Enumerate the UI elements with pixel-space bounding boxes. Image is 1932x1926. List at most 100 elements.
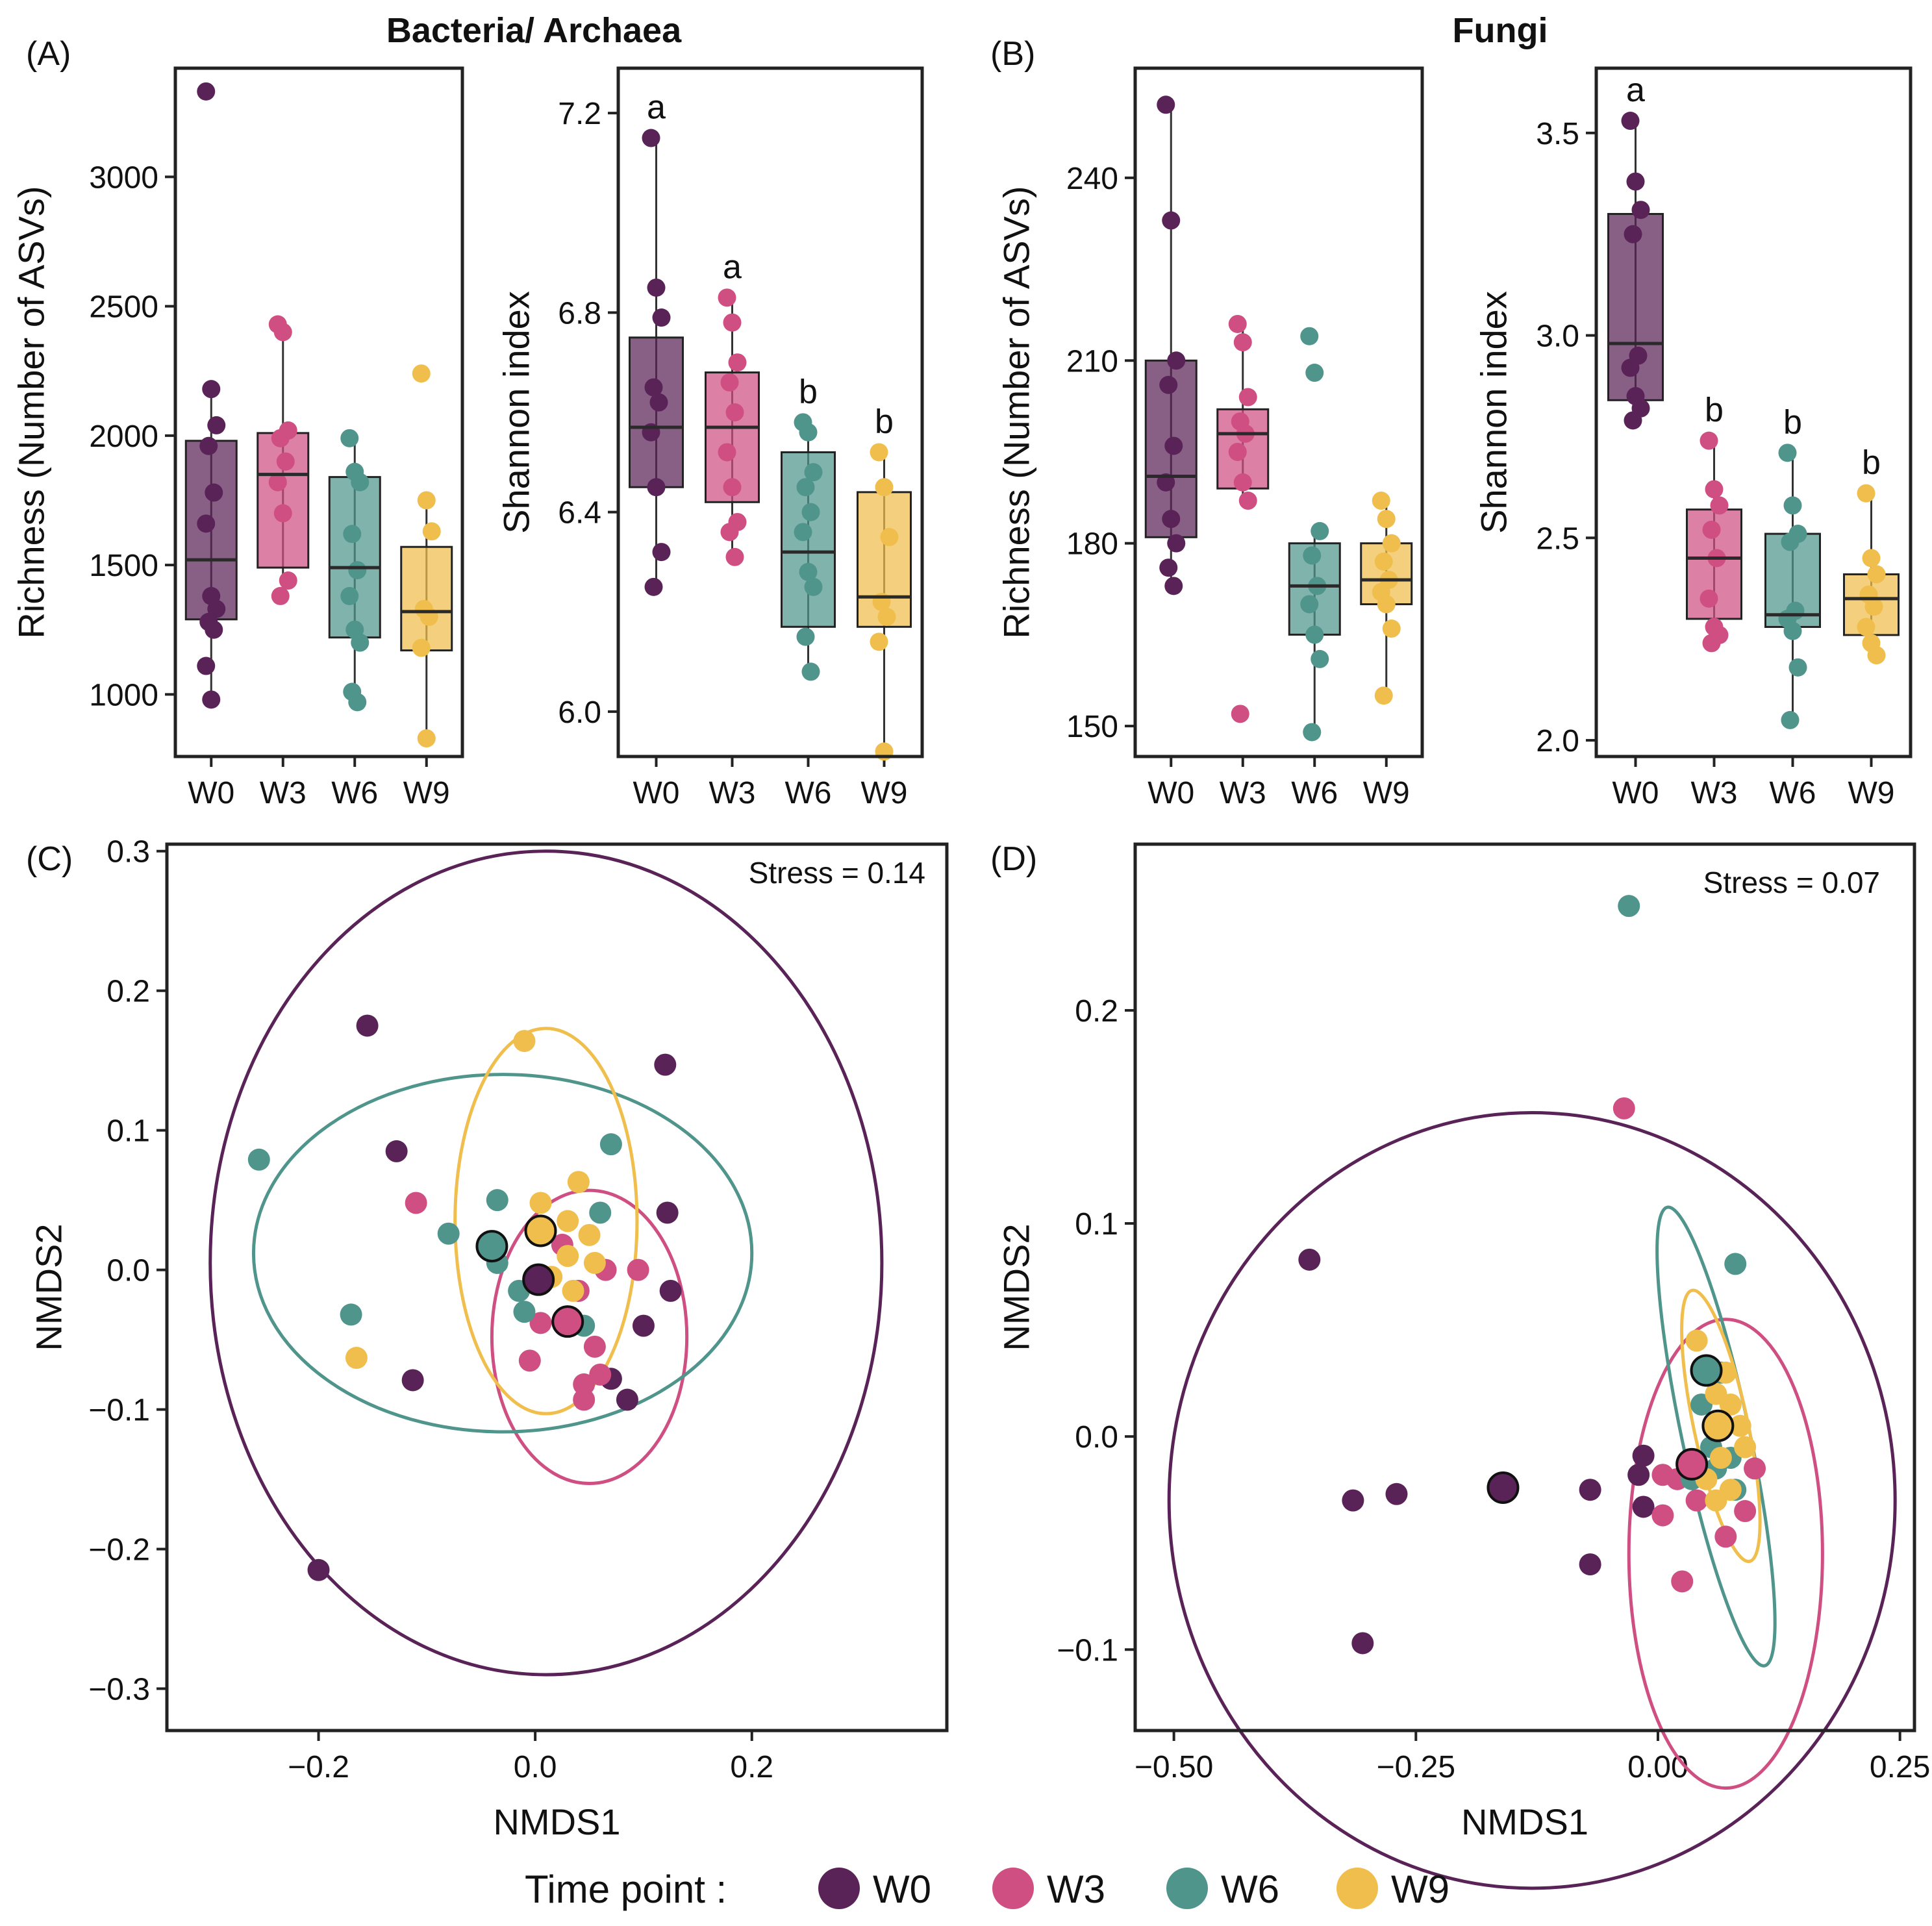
- point-W6: [804, 463, 823, 482]
- y-tick-label: 210: [1066, 344, 1118, 379]
- point-W0: [1162, 510, 1181, 529]
- point-W0: [1351, 1632, 1374, 1655]
- point-W9: [1857, 484, 1876, 503]
- point-W6: [247, 1148, 270, 1171]
- point-W3: [1700, 431, 1718, 450]
- ellipse-W0: [208, 849, 884, 1677]
- point-W3: [723, 313, 742, 332]
- y-axis-label: NMDS2: [29, 1223, 69, 1351]
- point-W9: [1719, 1393, 1742, 1416]
- y-axis-label: Shannon index: [496, 291, 537, 534]
- y-tick-label: 3000: [89, 160, 158, 195]
- point-W3: [1233, 473, 1252, 492]
- x-tick-label: W0: [1612, 776, 1659, 810]
- point-W0: [1632, 1444, 1655, 1467]
- point-W3: [273, 323, 292, 342]
- point-W0: [307, 1558, 330, 1581]
- point-W0: [1167, 351, 1186, 370]
- point-W0: [197, 514, 216, 533]
- y-tick-label: 1500: [89, 549, 158, 583]
- legend-title: Time point :: [525, 1868, 727, 1911]
- point-W9: [529, 1192, 552, 1214]
- y-tick-label: 2.0: [1536, 724, 1579, 758]
- x-tick-label: W9: [403, 776, 450, 810]
- x-tick-label: W3: [1691, 776, 1738, 810]
- point-W9: [1382, 534, 1401, 553]
- point-W0: [652, 543, 671, 562]
- point-W0: [1159, 558, 1178, 577]
- point-W0: [199, 436, 218, 455]
- point-W3: [1228, 314, 1247, 333]
- point-W0: [1342, 1489, 1364, 1512]
- point-W3: [1231, 705, 1249, 723]
- x-tick-label: 0.25: [1870, 1750, 1930, 1784]
- point-W3: [1671, 1570, 1694, 1593]
- panel-D: −0.50 −0.25 0.00 0.25 −0.1 0.0 0.1 0.2 NMDS1 NMDS…: [990, 840, 1930, 1890]
- point-W3: [589, 1363, 612, 1386]
- point-W9: [412, 638, 431, 657]
- x-tick-label: W6: [785, 776, 832, 810]
- point-W3: [720, 523, 739, 542]
- point-W3: [1228, 442, 1247, 461]
- y-tick-label: −0.3: [88, 1673, 150, 1707]
- y-tick-label: 240: [1066, 162, 1118, 196]
- y-tick-label: 6.0: [558, 695, 601, 730]
- point-W6: [1300, 327, 1319, 345]
- y-tick-label: 0.0: [1075, 1420, 1118, 1455]
- point-W0: [1164, 436, 1183, 455]
- y-tick-label: −0.1: [1057, 1633, 1118, 1668]
- x-tick-label: W0: [633, 776, 680, 810]
- point-W6: [1788, 658, 1807, 677]
- point-W0: [1298, 1248, 1321, 1271]
- y-tick-label: 0.1: [107, 1114, 150, 1149]
- point-W0: [1157, 95, 1175, 114]
- point-W6: [513, 1301, 536, 1323]
- point-W6: [599, 1133, 622, 1156]
- y-tick-label: 0.2: [1075, 994, 1118, 1029]
- point-W9: [562, 1279, 584, 1302]
- x-tick-label: W3: [260, 776, 307, 810]
- y-tick-label: 180: [1066, 527, 1118, 562]
- panel-label: (B): [990, 35, 1035, 73]
- legend-swatch-W3: [992, 1868, 1034, 1909]
- point-W0: [1624, 411, 1642, 430]
- point-W6: [351, 473, 370, 492]
- point-W6: [1311, 521, 1329, 540]
- point-W0: [652, 308, 671, 327]
- x-tick-label: 0.2: [730, 1750, 773, 1784]
- point-W0: [659, 1279, 682, 1302]
- x-axis-label: NMDS1: [1461, 1801, 1588, 1842]
- centroid-W3: [551, 1305, 584, 1338]
- point-W0: [1627, 1464, 1650, 1486]
- point-W3: [1700, 589, 1718, 608]
- point-W9: [870, 443, 888, 462]
- point-W3: [1744, 1457, 1766, 1480]
- point-W6: [1305, 364, 1324, 382]
- point-W6: [1724, 1253, 1747, 1275]
- point-W9: [1374, 686, 1393, 705]
- legend-swatch-W6: [1166, 1868, 1208, 1909]
- point-W6: [796, 478, 815, 497]
- panel-B2: 2.0 2.5 3.0 3.5 W0 W3 W6 W9 Shannon index a b b b: [1474, 66, 1913, 810]
- point-W9: [567, 1171, 590, 1194]
- y-tick-label: 0.1: [1075, 1207, 1118, 1242]
- panel-A2: 6.0 6.4 6.8 7.2 W0 W3 W6 W9 Shannon index a a b b: [496, 66, 924, 810]
- heading-bacteria: Bacteria/ Archaea: [386, 11, 682, 50]
- point-W9: [1857, 618, 1876, 636]
- legend-label-W6: W6: [1221, 1868, 1279, 1911]
- point-W9: [1374, 552, 1393, 571]
- point-W3: [273, 504, 292, 523]
- y-tick-label: 1000: [89, 678, 158, 712]
- plot-frame: [1133, 66, 1424, 758]
- x-tick-label: W3: [1220, 776, 1266, 810]
- y-axis-label: Richness (Number of ASVs): [11, 186, 52, 638]
- x-tick-label: W9: [1848, 776, 1895, 810]
- point-W0: [647, 478, 666, 497]
- point-W0: [632, 1314, 655, 1337]
- point-W9: [1862, 549, 1881, 568]
- point-W6: [799, 423, 818, 442]
- x-tick-label: W6: [1770, 776, 1816, 810]
- point-W6: [1778, 444, 1797, 462]
- point-W9: [1377, 595, 1396, 614]
